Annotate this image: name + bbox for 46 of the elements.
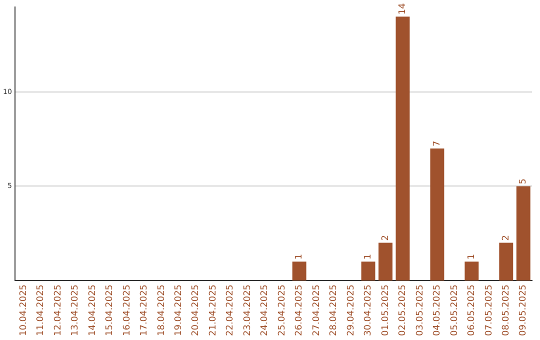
bar <box>292 262 306 280</box>
x-tick-label: 13.04.2025 <box>70 284 81 336</box>
x-tick-label: 19.04.2025 <box>174 284 184 336</box>
x-tick-label: 07.05.2025 <box>484 284 494 336</box>
x-tick-label: 17.04.2025 <box>140 284 150 336</box>
bar <box>464 262 479 280</box>
x-tick-label: 28.04.2025 <box>329 284 340 336</box>
x-tick-label: 30.04.2025 <box>364 284 374 336</box>
x-tick-label: 10.04.2025 <box>18 284 29 336</box>
x-tick-label: 20.04.2025 <box>191 284 202 336</box>
data-label: 1 <box>364 254 374 260</box>
data-label: 1 <box>294 254 305 260</box>
x-tick-label: 26.04.2025 <box>294 284 305 336</box>
x-tick-label: 14.04.2025 <box>88 284 98 336</box>
x-tick-label: 03.05.2025 <box>415 284 426 336</box>
x-tick-label: 25.04.2025 <box>277 284 288 336</box>
data-label: 2 <box>380 235 391 241</box>
x-tick-label: 01.05.2025 <box>380 284 391 336</box>
data-label: 14 <box>398 2 408 15</box>
x-tick-label: 09.05.2025 <box>518 284 529 336</box>
bar <box>499 242 514 280</box>
x-tick-label: 29.04.2025 <box>346 284 356 336</box>
x-tick-label: 22.04.2025 <box>226 284 236 336</box>
data-label: 5 <box>518 178 529 184</box>
x-tick-label: 02.05.2025 <box>398 284 408 336</box>
bar <box>378 242 392 280</box>
data-label: 2 <box>501 235 512 241</box>
data-label: 1 <box>467 254 478 260</box>
bar <box>396 16 410 280</box>
x-tick-label: 15.04.2025 <box>105 284 116 336</box>
x-tick-label: 16.04.2025 <box>122 284 132 336</box>
x-tick-label: 24.04.2025 <box>260 284 270 336</box>
x-tick-label: 11.04.2025 <box>36 284 46 336</box>
data-label: 7 <box>432 140 443 147</box>
x-tick-label: 21.04.2025 <box>208 284 218 336</box>
bar <box>361 262 376 280</box>
x-tick-label: 23.04.2025 <box>242 284 253 336</box>
x-tick-label: 08.05.2025 <box>501 284 512 336</box>
x-tick-label: 04.05.2025 <box>432 284 443 336</box>
bar <box>516 186 530 280</box>
x-tick-label: 27.04.2025 <box>312 284 322 336</box>
x-tick-label: 18.04.2025 <box>156 284 167 336</box>
x-tick-label: 12.04.2025 <box>53 284 64 336</box>
x-tick-label: 06.05.2025 <box>467 284 478 336</box>
bar <box>430 148 444 280</box>
x-tick-label: 05.05.2025 <box>450 284 460 336</box>
